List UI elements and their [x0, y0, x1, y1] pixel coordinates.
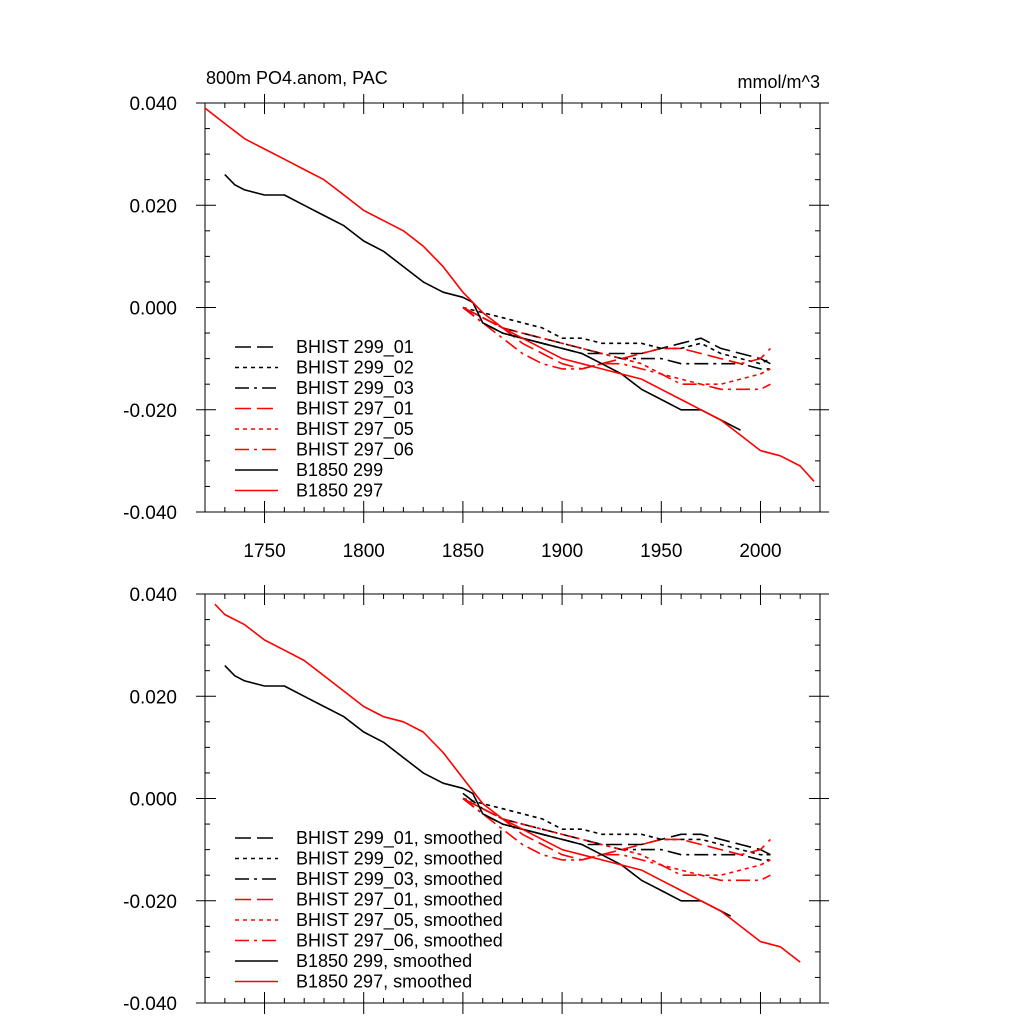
x-tick-label: 1750 [243, 541, 285, 562]
y-tick-label: -0.020 [123, 892, 177, 913]
legend-label: BHIST 297_01 [296, 399, 414, 420]
series-line [462, 792, 771, 856]
legend-label: BHIST 297_06, smoothed [296, 931, 503, 952]
series-line [462, 306, 771, 391]
legend-label: BHIST 297_05, smoothed [296, 910, 503, 931]
legend-label: B1850 297 [296, 481, 383, 501]
y-tick-label: 0.000 [129, 790, 177, 811]
x-tick-label: 1850 [442, 541, 484, 562]
chart-title: 800m PO4.anom, PAC [206, 68, 388, 88]
series-line [462, 797, 771, 856]
series-line [214, 603, 801, 963]
legend-label: BHIST 297_06 [296, 440, 414, 461]
y-tick-label: -0.040 [123, 503, 177, 524]
legend-label: BHIST 299_01, smoothed [296, 828, 503, 849]
x-tick-label: 2000 [739, 541, 781, 562]
series-line [462, 306, 771, 370]
x-tick-label: 1800 [343, 541, 385, 562]
series-line [462, 797, 771, 877]
series-line [204, 107, 815, 482]
y-tick-label: 0.020 [129, 196, 177, 217]
legend-label: BHIST 299_02, smoothed [296, 849, 503, 870]
legend-label: BHIST 297_01, smoothed [296, 890, 503, 911]
x-tick-label: 1900 [541, 541, 583, 562]
legend-label: BHIST 299_03, smoothed [296, 869, 503, 890]
legend-label: B1850 299 [296, 460, 383, 480]
y-tick-label: 0.000 [129, 299, 177, 320]
legend-label: BHIST 299_03 [296, 378, 414, 399]
y-tick-label: -0.020 [123, 401, 177, 422]
series-line [462, 306, 771, 370]
series-line [462, 797, 771, 882]
series-line [462, 797, 771, 861]
series-line [462, 306, 771, 365]
legend-label: BHIST 299_02 [296, 358, 414, 379]
legend-label: BHIST 297_05 [296, 419, 414, 440]
y-tick-label: -0.040 [123, 994, 177, 1015]
y-tick-label: 0.040 [129, 585, 177, 606]
series-line [462, 306, 771, 365]
y-tick-label: 0.040 [129, 94, 177, 115]
top-panel: 1750 1800 1850 1900 1950 2000 0.040 0.020 0.000 -… [123, 94, 829, 562]
units-label: mmol/m^3 [738, 72, 820, 92]
legend-label: B1850 299, smoothed [296, 951, 472, 971]
y-tick-label: 0.020 [129, 687, 177, 708]
legend-label: B1850 297, smoothed [296, 972, 472, 992]
legend-label: BHIST 299_01 [296, 337, 414, 358]
series-line [462, 797, 771, 861]
series-line [224, 665, 732, 917]
bottom-panel: 0.040 0.020 0.000 -0.020 -0.040 BHIST 299_01,… [123, 585, 829, 1015]
x-tick-label: 1950 [640, 541, 682, 562]
series-line [462, 306, 771, 386]
